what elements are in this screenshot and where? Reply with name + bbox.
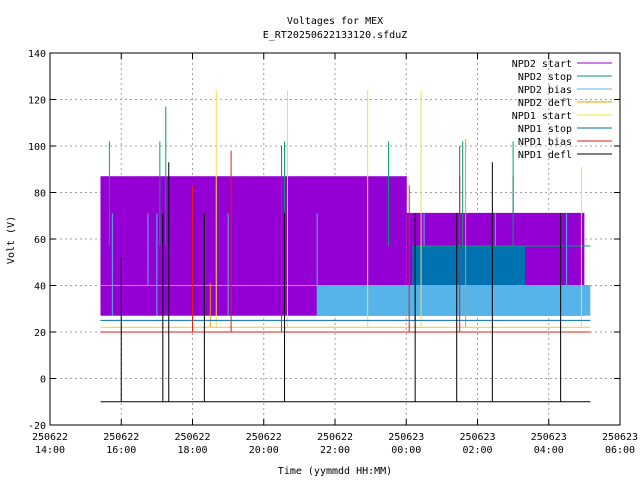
x-tick-date: 250622 bbox=[246, 432, 282, 443]
legend: NPD2 start NPD2 stop NPD2 bias NPD2 defl NPD… bbox=[512, 59, 612, 161]
series-npd1-bias bbox=[100, 146, 591, 333]
y-tick-label: 60 bbox=[34, 235, 46, 246]
y-axis-label: Volt (V) bbox=[6, 216, 17, 264]
x-tick-time: 14:00 bbox=[35, 445, 65, 456]
legend-label: NPD1 stop bbox=[518, 124, 572, 135]
y-tick-label: 80 bbox=[34, 189, 46, 200]
chart-title: Voltages for MEX bbox=[287, 16, 383, 27]
x-axis: 250622 14:00 250622 16:00 250622 18:00 250622 2… bbox=[32, 53, 638, 456]
x-tick-date: 250622 bbox=[174, 432, 210, 443]
x-tick-time: 00:00 bbox=[391, 445, 421, 456]
y-tick-label: 100 bbox=[28, 142, 46, 153]
y-axis: -20 0 20 40 60 80 100 120 140 bbox=[28, 49, 620, 432]
x-tick-time: 22:00 bbox=[320, 445, 350, 456]
legend-label: NPD1 defl bbox=[518, 150, 572, 161]
x-tick-time: 20:00 bbox=[249, 445, 279, 456]
x-tick-time: 04:00 bbox=[534, 445, 564, 456]
plot-area bbox=[100, 90, 591, 403]
x-tick-date: 250622 bbox=[103, 432, 139, 443]
y-tick-label: -20 bbox=[28, 421, 46, 432]
legend-label: NPD2 stop bbox=[518, 72, 572, 83]
series-npd2-bias bbox=[100, 213, 591, 316]
series-npd1-start bbox=[100, 90, 591, 328]
x-tick-time: 18:00 bbox=[177, 445, 207, 456]
x-tick-time: 02:00 bbox=[462, 445, 492, 456]
y-tick-label: 120 bbox=[28, 96, 46, 107]
x-axis-label: Time (yymmdd HH:MM) bbox=[278, 466, 392, 477]
x-tick-time: 06:00 bbox=[605, 445, 635, 456]
y-tick-label: 0 bbox=[40, 375, 46, 386]
x-tick-date: 250623 bbox=[459, 432, 495, 443]
legend-label: NPD2 bias bbox=[518, 85, 572, 96]
x-tick-date: 250623 bbox=[388, 432, 424, 443]
x-tick-time: 16:00 bbox=[106, 445, 136, 456]
chart-subtitle: E_RT20250622133120.sfduZ bbox=[263, 30, 408, 41]
y-tick-label: 140 bbox=[28, 49, 46, 60]
legend-label: NPD2 defl bbox=[518, 98, 572, 109]
y-tick-label: 20 bbox=[34, 328, 46, 339]
legend-label: NPD1 start bbox=[512, 111, 572, 122]
x-tick-date: 250622 bbox=[32, 432, 68, 443]
legend-label: NPD2 start bbox=[512, 59, 572, 70]
series-npd1-defl bbox=[100, 162, 591, 403]
y-tick-label: 40 bbox=[34, 282, 46, 293]
legend-label: NPD1 bias bbox=[518, 137, 572, 148]
series-band bbox=[412, 245, 525, 286]
x-tick-date: 250622 bbox=[317, 432, 353, 443]
x-tick-date: 250623 bbox=[602, 432, 638, 443]
x-tick-date: 250623 bbox=[531, 432, 567, 443]
series-band bbox=[317, 285, 591, 316]
